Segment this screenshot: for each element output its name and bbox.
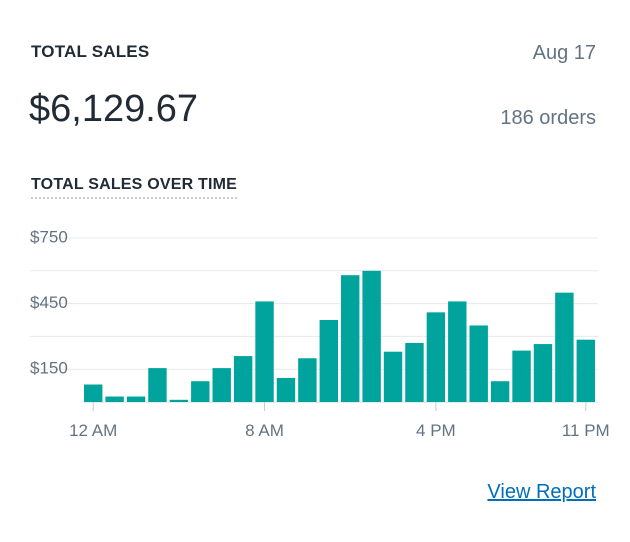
x-tick-label: 8 AM: [245, 421, 284, 440]
y-tick-label: $150: [30, 359, 68, 378]
chart-title[interactable]: TOTAL SALES OVER TIME: [31, 176, 237, 199]
bar: [126, 396, 146, 402]
bar: [276, 377, 296, 402]
y-tick-label: $750: [30, 227, 68, 246]
bar: [533, 344, 553, 402]
bar: [405, 342, 424, 402]
bar: [191, 381, 210, 402]
bar: [362, 270, 381, 402]
x-tick-label: 4 PM: [416, 421, 456, 440]
bar: [448, 301, 467, 402]
bar: [341, 275, 360, 402]
bar: [298, 358, 317, 402]
y-tick-label: $450: [30, 293, 68, 312]
bar: [105, 396, 124, 402]
bar: [383, 351, 403, 402]
bar: [469, 325, 488, 402]
bar: [512, 350, 531, 402]
bar: [555, 292, 574, 402]
card-title: TOTAL SALES: [31, 42, 150, 61]
bar: [426, 312, 446, 402]
bar: [233, 356, 253, 402]
bar: [84, 384, 103, 402]
x-tick-label: 11 PM: [562, 421, 610, 440]
order-count: 186 orders: [500, 107, 596, 129]
x-tick-label: 12 AM: [69, 421, 117, 440]
bar: [212, 368, 231, 402]
bar: [148, 368, 167, 402]
bar: [319, 320, 338, 402]
view-report-link[interactable]: View Report: [487, 481, 596, 503]
total-sales-value: $6,129.67: [29, 88, 199, 130]
bar: [576, 339, 595, 402]
report-date: Aug 17: [532, 42, 596, 64]
bar: [255, 301, 274, 402]
bar: [490, 381, 510, 402]
sales-bar-chart: $150 $450 $750 12 AM 8 AM 4 PM 11 PM: [30, 227, 610, 440]
bar: [169, 399, 189, 402]
